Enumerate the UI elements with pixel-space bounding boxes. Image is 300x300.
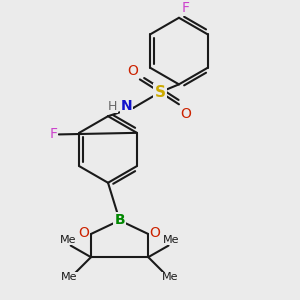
Text: Me: Me (162, 272, 178, 282)
Text: Me: Me (59, 235, 76, 245)
Text: Me: Me (163, 235, 180, 245)
Text: O: O (180, 106, 191, 121)
Text: F: F (50, 128, 57, 141)
Text: N: N (120, 99, 132, 113)
Text: O: O (150, 226, 160, 240)
Text: O: O (79, 226, 89, 240)
Text: Me: Me (61, 272, 77, 282)
Text: S: S (154, 85, 166, 100)
Text: H: H (108, 100, 118, 113)
Text: B: B (114, 213, 125, 227)
Text: F: F (182, 1, 190, 15)
Text: O: O (128, 64, 138, 78)
